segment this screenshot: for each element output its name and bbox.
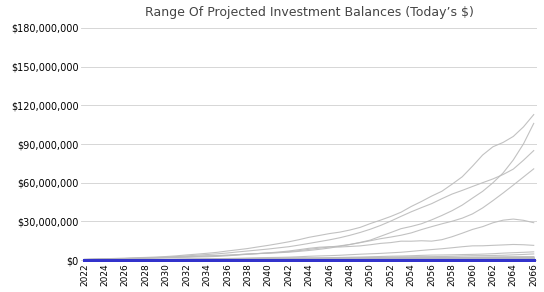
Title: Range Of Projected Investment Balances (Today’s $): Range Of Projected Investment Balances (… — [145, 6, 473, 19]
